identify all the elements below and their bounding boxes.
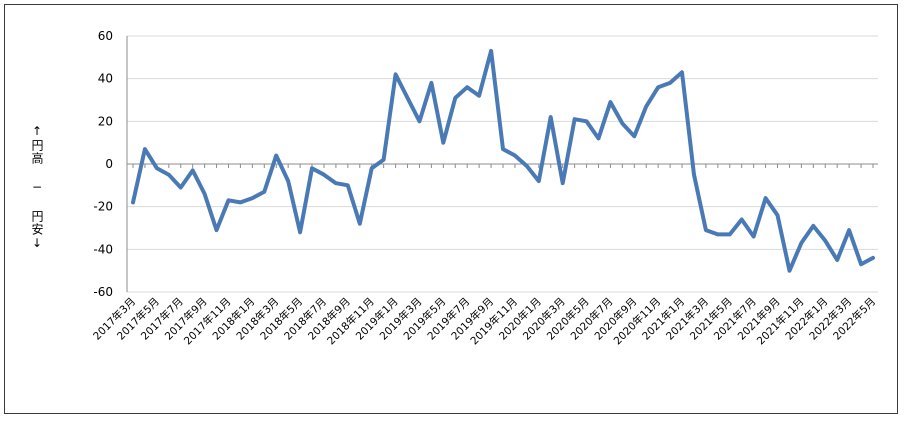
data-point (501, 147, 505, 151)
data-point (787, 269, 791, 273)
data-point (429, 81, 433, 85)
data-point (346, 183, 350, 187)
data-point (728, 232, 732, 236)
data-point (131, 200, 135, 204)
data-point (179, 185, 183, 189)
y-tick-label: 40 (98, 72, 113, 86)
data-point (692, 173, 696, 177)
data-point (322, 173, 326, 177)
data-point (465, 85, 469, 89)
data-point (764, 196, 768, 200)
data-point (776, 213, 780, 217)
data-point (453, 96, 457, 100)
data-point (513, 153, 517, 157)
data-point (585, 119, 589, 123)
data-point (620, 121, 624, 125)
data-point (477, 94, 481, 98)
y-tick-label: -60 (93, 285, 113, 299)
data-point (310, 166, 314, 170)
data-point (274, 153, 278, 157)
data-point (143, 147, 147, 151)
data-point (167, 173, 171, 177)
data-point (644, 104, 648, 108)
y-tick-label: -20 (93, 200, 113, 214)
data-point (370, 166, 374, 170)
data-point (417, 119, 421, 123)
y-tick-label: 0 (105, 157, 113, 171)
data-point (608, 100, 612, 104)
data-point (847, 228, 851, 232)
data-point (262, 190, 266, 194)
series-line (131, 48, 875, 273)
data-point (155, 166, 159, 170)
y-tick-label: 60 (98, 29, 113, 43)
data-point (835, 258, 839, 262)
data-point (406, 96, 410, 100)
data-point (382, 158, 386, 162)
data-point (716, 232, 720, 236)
data-point (238, 200, 242, 204)
data-point (203, 192, 207, 196)
data-point (358, 222, 362, 226)
data-point (632, 134, 636, 138)
data-point (549, 115, 553, 119)
y-tick-label: 20 (98, 114, 113, 128)
data-point (668, 81, 672, 85)
data-point (441, 141, 445, 145)
data-point (859, 262, 863, 266)
data-point (250, 196, 254, 200)
data-point (226, 198, 230, 202)
data-point (489, 49, 493, 53)
data-point (573, 117, 577, 121)
data-point (191, 168, 195, 172)
data-point (871, 256, 875, 260)
chart-frame (4, 4, 898, 414)
data-point (525, 164, 529, 168)
data-point (704, 228, 708, 232)
data-point (680, 70, 684, 74)
data-point (286, 179, 290, 183)
data-point (799, 241, 803, 245)
data-point (394, 72, 398, 76)
data-point (656, 85, 660, 89)
y-tick-label: -40 (93, 242, 113, 256)
data-point (537, 179, 541, 183)
data-point (561, 181, 565, 185)
data-point (298, 230, 302, 234)
data-point (823, 239, 827, 243)
data-point (811, 224, 815, 228)
data-point (334, 181, 338, 185)
data-point (752, 235, 756, 239)
data-point (596, 136, 600, 140)
y-axis-label: ↑円高 − 円安↓ (30, 124, 44, 251)
data-point (215, 228, 219, 232)
data-point (740, 217, 744, 221)
